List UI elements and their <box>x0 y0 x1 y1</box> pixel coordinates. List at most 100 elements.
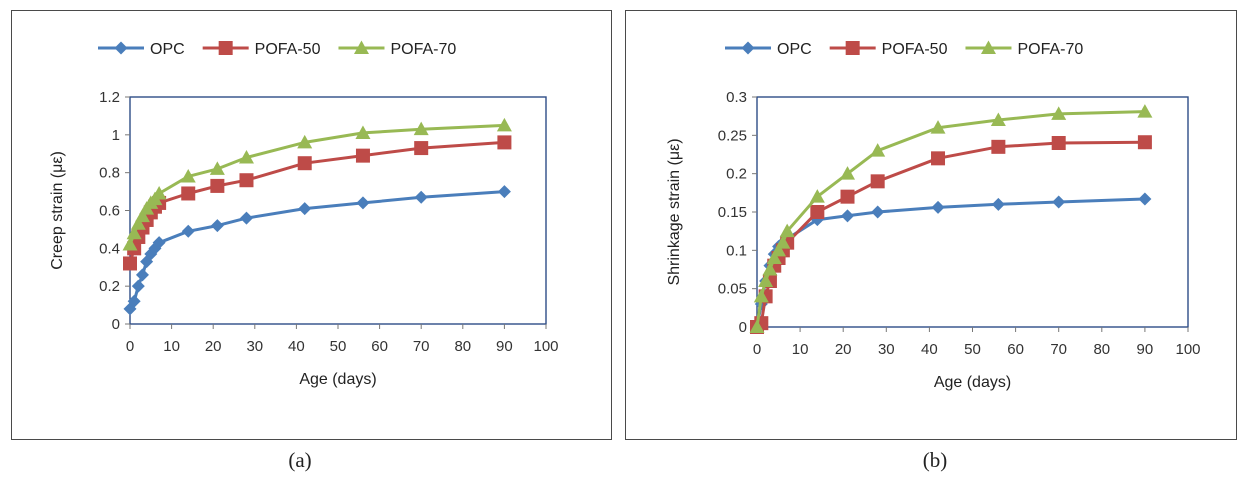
chart-shrinkage-strain-point-pofa-50 <box>991 139 1006 154</box>
chart-shrinkage-strain-x-tick-label: 40 <box>921 341 938 358</box>
caption-b: (b) <box>922 448 948 472</box>
chart-creep-strain-point-pofa-50 <box>297 156 312 171</box>
chart-creep-strain-series-line-pofa-50 <box>128 140 505 264</box>
chart-creep-strain-series-line-pofa-70 <box>128 123 505 246</box>
chart-shrinkage-strain-point-pofa-50 <box>1051 136 1066 150</box>
chart-shrinkage-strain-point-pofa-50 <box>840 189 855 204</box>
chart-creep-strain-point-opc <box>298 202 312 216</box>
chart-shrinkage-strain-x-tick-label: 30 <box>878 341 895 358</box>
chart-shrinkage-strain-x-tick-label: 100 <box>1175 341 1200 358</box>
chart-shrinkage-strain-point-pofa-70 <box>749 319 765 333</box>
chart-shrinkage-strain-series-line-pofa-50 <box>756 140 1145 329</box>
chart-creep-strain-y-tick-label: 0.6 <box>99 203 120 220</box>
chart-creep-strain-point-pofa-50 <box>210 178 225 193</box>
chart-shrinkage-strain-y-tick-label: 0.1 <box>726 242 747 259</box>
chart-shrinkage-strain-point-pofa-70 <box>1137 104 1153 118</box>
chart-shrinkage-strain-x-tick-label: 10 <box>792 341 809 358</box>
chart-shrinkage-strain-legend-marker-pofa-50 <box>845 41 860 55</box>
chart-shrinkage-strain-point-pofa-70 <box>758 273 774 287</box>
chart-creep-strain-point-pofa-70 <box>134 208 150 223</box>
chart-shrinkage-strain-point-pofa-50 <box>931 151 946 166</box>
chart-shrinkage-strain-point-pofa-70 <box>775 235 791 249</box>
chart-creep-strain-y-tick-label: 1.2 <box>99 89 120 106</box>
chart-shrinkage-strain-y-tick-label: 0.3 <box>726 89 747 106</box>
chart-shrinkage-strain-point-pofa-50 <box>1137 135 1152 150</box>
chart-creep-strain-x-tick-label: 0 <box>126 338 134 355</box>
chart-shrinkage-strain-x-tick-label: 70 <box>1050 341 1067 358</box>
chart-creep-strain-legend-entry-pofa-70: POFA-70 <box>338 40 456 58</box>
chart-creep-strain-x-tick-label: 100 <box>533 338 558 355</box>
chart-creep-strain-point-opc <box>414 190 428 204</box>
chart-shrinkage-strain-point-opc <box>991 197 1005 211</box>
chart-creep-strain-point-pofa-50 <box>497 135 512 150</box>
chart-creep-strain-x-tick-label: 20 <box>205 338 222 355</box>
chart-creep-strain-point-pofa-70 <box>496 117 512 132</box>
chart-shrinkage-strain-point-pofa-70 <box>930 120 946 134</box>
chart-creep-strain-point-opc <box>356 196 370 210</box>
chart-shrinkage-strain-legend-marker-opc <box>741 41 755 55</box>
chart-creep-strain-series-markers-pofa-70 <box>122 117 512 251</box>
chart-shrinkage-strain-point-pofa-70 <box>779 223 795 238</box>
chart-creep-strain-legend-label-pofa-70: POFA-70 <box>390 41 456 58</box>
chart-creep-strain-point-opc <box>135 268 149 282</box>
chart-shrinkage-strain-x-tick-label: 50 <box>964 341 981 358</box>
chart-creep-strain-point-opc <box>210 219 224 233</box>
chart-creep-strain-point-pofa-70 <box>130 216 146 230</box>
chart-shrinkage-strain-legend-marker-pofa-70 <box>980 40 996 54</box>
chart-creep-strain-point-pofa-70 <box>151 185 167 200</box>
chart-creep-strain-y-tick-label: 0.8 <box>99 165 120 182</box>
chart-creep-strain-legend-label-pofa-50: POFA-50 <box>255 41 321 58</box>
chart-panel-shrinkage: 0 0.05 0.1 0.15 0.2 0.25 0.3 0 10 20 30 40 50 60 70 80 9… <box>625 10 1237 440</box>
chart-creep-strain-point-pofa-50 <box>181 186 196 201</box>
chart-creep-strain-point-pofa-70 <box>122 237 138 251</box>
chart-creep-strain-point-pofa-70 <box>238 150 254 164</box>
chart-creep-strain-legend-marker-pofa-50 <box>218 41 233 55</box>
chart-shrinkage-strain-point-pofa-70 <box>766 250 782 264</box>
chart-shrinkage-strain-series-markers-pofa-70 <box>749 104 1153 333</box>
chart-shrinkage-strain-point-pofa-70 <box>870 143 886 157</box>
chart-shrinkage-strain-point-opc <box>1052 195 1066 209</box>
chart-shrinkage-strain-x-tick-label: 60 <box>1007 341 1024 358</box>
chart-creep-strain-point-opc <box>181 224 195 238</box>
chart-creep-strain-point-pofa-70 <box>126 225 142 240</box>
chart-creep-strain-point-opc <box>239 211 253 225</box>
chart-creep-strain-point-pofa-70 <box>180 168 196 183</box>
chart-shrinkage-strain-x-tick-label: 90 <box>1137 341 1154 358</box>
chart-creep-strain-x-tick-label: 70 <box>413 338 430 355</box>
chart-creep-strain-point-pofa-50 <box>414 141 429 156</box>
chart-creep-strain-plot-frame <box>129 96 547 325</box>
chart-creep-strain-series-markers-pofa-50 <box>123 135 512 271</box>
chart-creep-strain-x-axis-title: Age (days) <box>299 371 376 388</box>
chart-shrinkage-strain-legend-label-opc: OPC <box>777 41 812 58</box>
chart-shrinkage-strain-y-tick-label: 0 <box>739 319 747 336</box>
chart-creep-strain-point-opc <box>497 185 511 199</box>
chart-shrinkage-strain: 0 0.05 0.1 0.15 0.2 0.25 0.3 0 10 20 30 40 50 60 70 80 9… <box>666 40 1201 391</box>
chart-creep-strain-point-opc <box>152 236 166 250</box>
chart-shrinkage-strain-y-axis-title: Shrinkage strain (με) <box>666 138 683 285</box>
chart-shrinkage-strain-point-pofa-70 <box>753 288 769 303</box>
chart-creep-strain-legend-entry-opc: OPC <box>98 41 185 58</box>
chart-creep-strain-y-tick-label: 0.4 <box>99 240 120 257</box>
chart-shrinkage-strain-x-tick-label: 80 <box>1093 341 1110 358</box>
chart-creep-strain-y-tick-label: 0 <box>112 316 120 333</box>
chart-shrinkage-strain-y-tick-label: 0.05 <box>718 281 747 298</box>
chart-shrinkage-strain-point-pofa-70 <box>771 242 787 257</box>
chart-creep-strain-point-pofa-70 <box>413 121 429 136</box>
caption-a: (a) <box>288 448 312 472</box>
chart-shrinkage-strain-point-opc <box>841 209 855 223</box>
chart-creep-strain-legend-entry-pofa-50: POFA-50 <box>202 41 321 58</box>
chart-shrinkage-strain-x-tick-label: 20 <box>835 341 852 358</box>
chart-shrinkage-strain-point-pofa-50 <box>810 205 825 219</box>
chart-shrinkage-strain-point-opc <box>871 205 885 219</box>
chart-creep-strain-point-pofa-50 <box>355 148 370 163</box>
chart-shrinkage-strain-point-pofa-50 <box>870 174 885 189</box>
chart-shrinkage-strain-legend-label-pofa-50: POFA-50 <box>882 41 948 58</box>
chart-shrinkage-strain-point-pofa-70 <box>840 166 856 180</box>
chart-shrinkage-strain-legend-entry-pofa-70: POFA-70 <box>965 40 1083 58</box>
chart-shrinkage-strain-point-pofa-70 <box>809 189 825 203</box>
chart-creep-strain-series-line-opc <box>128 190 505 310</box>
chart-creep-strain-point-opc <box>127 294 141 308</box>
chart-creep-strain-legend-marker-opc <box>114 41 128 55</box>
chart-shrinkage-strain-point-pofa-70 <box>762 262 778 276</box>
chart-creep-strain-y-axis-title: Creep strain (με) <box>49 151 66 270</box>
